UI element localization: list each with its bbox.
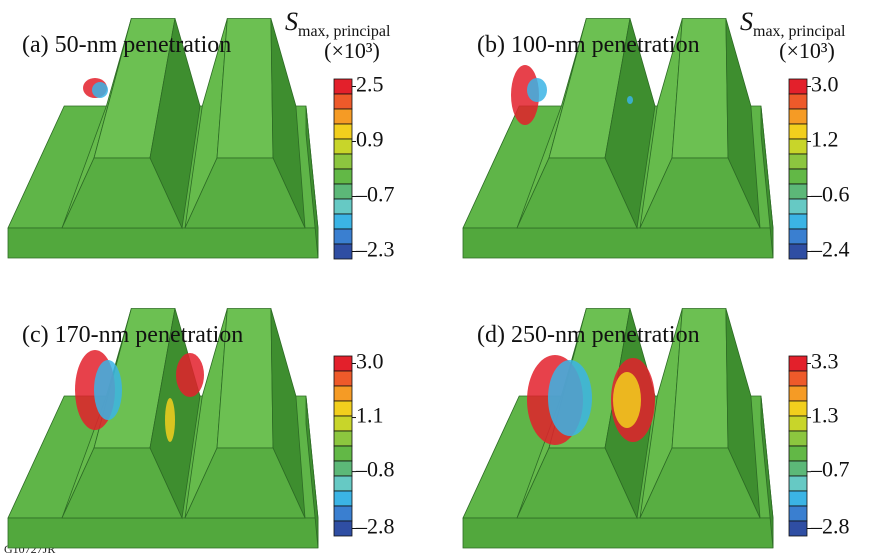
- tick-label: 1.1: [356, 403, 384, 428]
- tick-label: –2.8: [810, 514, 850, 539]
- color-band: [334, 154, 352, 169]
- colorbar-scale: (×10³): [324, 38, 380, 63]
- color-band: [334, 506, 352, 521]
- color-band: [789, 154, 807, 169]
- color-band: [334, 446, 352, 461]
- color-band: [334, 386, 352, 401]
- color-band: [334, 139, 352, 154]
- color-band: [334, 79, 352, 94]
- color-band: [789, 506, 807, 521]
- color-band: [789, 79, 807, 94]
- tick-label: –0.8: [355, 457, 395, 482]
- tick-label: 1.3: [811, 403, 839, 428]
- color-band: [334, 371, 352, 386]
- colorbar-title: Smax, principal: [285, 7, 391, 40]
- color-band: [789, 139, 807, 154]
- color-band: [789, 214, 807, 229]
- color-band: [789, 199, 807, 214]
- color-band: [334, 431, 352, 446]
- color-band: [789, 521, 807, 536]
- slab-front: [8, 228, 318, 258]
- color-band: [334, 94, 352, 109]
- tick-label: –2.4: [810, 237, 850, 262]
- stress-region: [94, 360, 122, 420]
- panel-label: (c) 170-nm penetration: [22, 322, 243, 348]
- tick-label: 3.0: [356, 349, 384, 374]
- tick-label: –2.3: [355, 237, 395, 262]
- color-band: [334, 229, 352, 244]
- color-band: [789, 244, 807, 259]
- color-band: [334, 416, 352, 431]
- color-band: [789, 386, 807, 401]
- color-band: [334, 109, 352, 124]
- color-band: [334, 124, 352, 139]
- color-band: [789, 94, 807, 109]
- color-band: [789, 431, 807, 446]
- stress-region: [176, 353, 204, 397]
- panel-label: (d) 250-nm penetration: [477, 322, 700, 348]
- tick-label: –0.7: [810, 457, 850, 482]
- stress-region: [627, 96, 633, 104]
- color-band: [789, 109, 807, 124]
- stress-region: [548, 360, 592, 436]
- stress-region: [527, 78, 547, 102]
- symbol: S: [740, 7, 753, 36]
- color-band: [334, 521, 352, 536]
- color-band: [789, 169, 807, 184]
- tick-label: 0.9: [356, 127, 384, 152]
- slab-front: [463, 518, 773, 548]
- color-band: [334, 476, 352, 491]
- tick-label: 3.0: [811, 72, 839, 97]
- color-band: [334, 184, 352, 199]
- color-band: [789, 184, 807, 199]
- color-band: [789, 401, 807, 416]
- stress-region: [613, 372, 641, 428]
- color-band: [789, 229, 807, 244]
- color-band: [334, 244, 352, 259]
- symbol: S: [285, 7, 298, 36]
- panel: (b) 100-nm penetration Smax, principal(×1…: [463, 7, 850, 262]
- color-band: [789, 124, 807, 139]
- tick-label: –0.6: [810, 182, 850, 207]
- panel-label: (a) 50-nm penetration: [22, 32, 231, 58]
- colorbar-title: Smax, principal: [740, 7, 846, 40]
- tick-label: –0.7: [355, 182, 395, 207]
- color-band: [334, 169, 352, 184]
- color-band: [334, 401, 352, 416]
- color-band: [334, 356, 352, 371]
- slab-front: [463, 228, 773, 258]
- color-band: [789, 446, 807, 461]
- color-band: [789, 416, 807, 431]
- color-band: [334, 491, 352, 506]
- color-band: [789, 491, 807, 506]
- stress-region: [92, 82, 108, 98]
- color-band: [334, 461, 352, 476]
- color-band: [789, 476, 807, 491]
- panel-label: (b) 100-nm penetration: [477, 32, 700, 58]
- panel: (a) 50-nm penetration Smax, principal(×10…: [8, 7, 395, 262]
- color-band: [334, 199, 352, 214]
- slab-front: [8, 518, 318, 548]
- color-band: [789, 356, 807, 371]
- colorbar-scale: (×10³): [779, 38, 835, 63]
- tick-label: 1.2: [811, 127, 839, 152]
- color-band: [334, 214, 352, 229]
- tick-label: 3.3: [811, 349, 839, 374]
- stress-region: [165, 398, 175, 442]
- panel: (c) 170-nm penetration 3.0 1.1 –0.8 –2.8: [8, 309, 395, 549]
- tick-label: 2.5: [356, 72, 384, 97]
- color-band: [789, 461, 807, 476]
- color-band: [789, 371, 807, 386]
- tick-label: –2.8: [355, 514, 395, 539]
- panel: (d) 250-nm penetration 3.3 1.3 –0.7 –2.8: [463, 309, 850, 549]
- figure: G10727JR (a) 50-nm penetrationSmax, prin…: [0, 0, 869, 560]
